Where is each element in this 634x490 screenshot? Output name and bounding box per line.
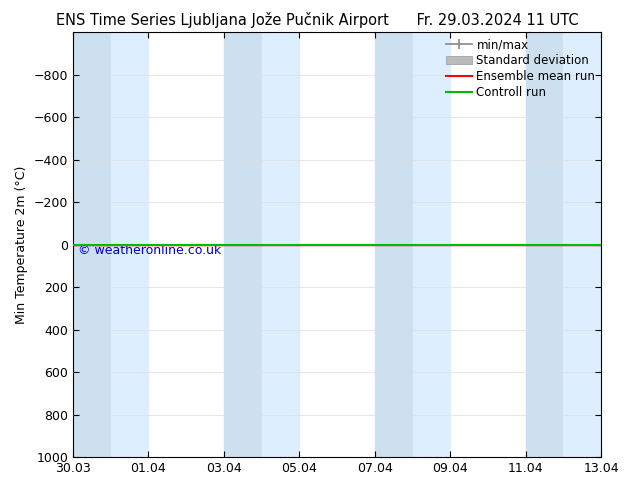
- Bar: [413, 32, 450, 457]
- Text: ENS Time Series Ljubljana Jože Pučnik Airport      Fr. 29.03.2024 11 UTC: ENS Time Series Ljubljana Jože Pučnik Ai…: [56, 12, 578, 28]
- Bar: [526, 32, 564, 457]
- Bar: [111, 32, 148, 457]
- Bar: [262, 32, 299, 457]
- Bar: [564, 32, 601, 457]
- Y-axis label: Min Temperature 2m (°C): Min Temperature 2m (°C): [15, 166, 28, 324]
- Legend: min/max, Standard deviation, Ensemble mean run, Controll run: min/max, Standard deviation, Ensemble me…: [443, 36, 598, 101]
- Text: © weatheronline.co.uk: © weatheronline.co.uk: [78, 244, 221, 257]
- Bar: [375, 32, 413, 457]
- Bar: [224, 32, 262, 457]
- Bar: [73, 32, 111, 457]
